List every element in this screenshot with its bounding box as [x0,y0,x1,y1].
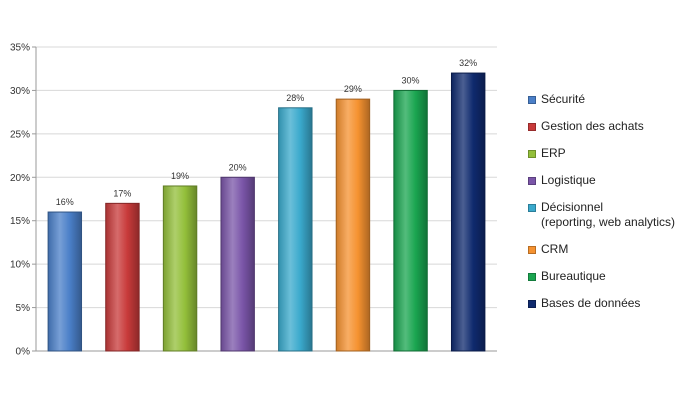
legend-swatch [528,177,536,185]
data-label: 16% [56,197,74,207]
legend-item: Logistique [528,173,700,188]
y-tick-label: 30% [10,86,30,97]
y-tick-label: 20% [10,173,30,184]
legend-label: Bureautique [541,269,606,283]
data-label: 28% [286,93,304,103]
y-tick-label: 25% [10,129,30,140]
legend-label: Bases de données [541,296,641,310]
legend-swatch [528,96,536,104]
bar [105,202,140,352]
legend-item: CRM [528,242,700,257]
data-labels: 16% 17% 19% 20% 28% 29% 30% 32% [56,58,477,207]
legend-item: Décisionnel (reporting, web analytics) [528,200,700,230]
legend: Sécurité Gestion des achats ERP Logistique D… [528,92,700,311]
legend-label: Sécurité [541,92,586,106]
data-label: 30% [402,75,420,85]
legend-label: Logistique [541,173,596,187]
legend-swatch [528,246,536,254]
y-tick-label: 15% [10,216,30,227]
legend-swatch [528,300,536,308]
data-label: 19% [171,171,189,181]
bar [393,89,428,352]
y-tick-label: 10% [10,260,30,271]
bar [162,185,198,352]
bars [47,72,486,352]
legend-swatch [528,123,536,131]
legend-label: CRM [541,242,569,256]
y-tick-label: 0% [16,347,31,358]
bar [47,211,83,352]
y-tick-label: 5% [16,303,31,314]
legend-label: Gestion des achats [541,119,644,133]
grid-lines [36,46,497,309]
legend-swatch [528,273,536,281]
legend-item: Bases de données [528,296,700,311]
legend-label: ERP [541,146,566,160]
legend-item: Bureautique [528,269,700,284]
legend-swatch [528,204,536,212]
bar [278,107,313,352]
legend-label: Décisionnel (reporting, web analytics) [541,200,676,229]
legend-item: ERP [528,146,700,161]
legend-item: Gestion des achats [528,119,700,134]
y-tick-label: 35% [10,43,30,54]
data-label: 32% [459,58,477,68]
bar [450,72,486,352]
data-label: 29% [344,84,362,94]
legend-swatch [528,150,536,158]
data-label: 20% [229,162,247,172]
bar [335,98,371,352]
bar [220,176,255,352]
legend-item: Sécurité [528,92,700,107]
data-label: 17% [113,188,131,198]
